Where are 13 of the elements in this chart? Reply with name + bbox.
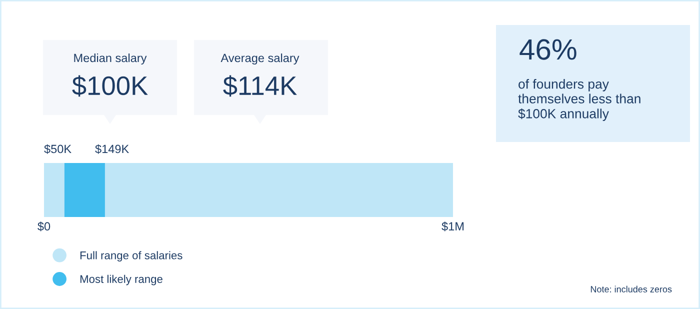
text: Average salary <box>220 54 300 65</box>
legend-label: Full range of salaries <box>80 251 182 262</box>
annotation: $50K <box>44 144 72 154</box>
x-tick-label: $0 <box>38 222 50 232</box>
text: $100K <box>72 75 148 97</box>
text: Median salary <box>74 54 147 65</box>
legend-label: Most likely range <box>80 274 162 286</box>
text: of founders pay themselves less than $100K annually <box>518 79 640 121</box>
text: 46% <box>520 39 576 60</box>
x-tick-label: $1M <box>442 222 464 232</box>
text: $114K <box>223 75 297 97</box>
text: Note: includes zeros <box>590 286 672 292</box>
annotation: $149K <box>95 144 130 154</box>
